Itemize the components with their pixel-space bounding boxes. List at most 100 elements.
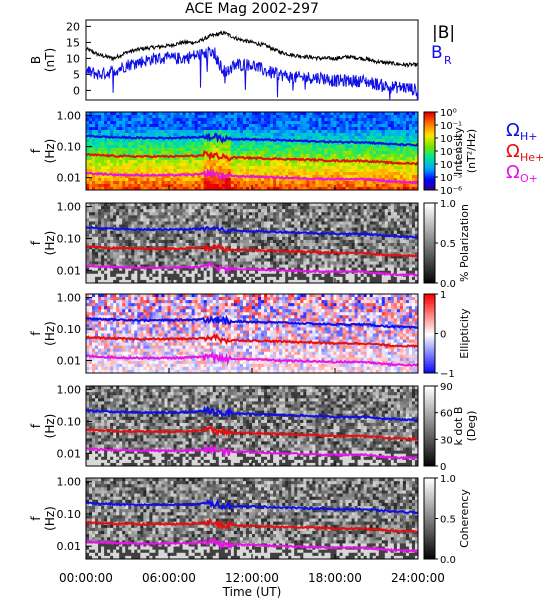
spectrogram-cell bbox=[209, 279, 214, 284]
spectrogram-cell bbox=[206, 115, 211, 119]
spectrogram-cell bbox=[89, 233, 93, 238]
spectrogram-cell bbox=[291, 255, 295, 259]
spectrogram-cell bbox=[158, 172, 162, 176]
spectrogram-cell bbox=[149, 239, 153, 244]
spectrogram-cell bbox=[131, 236, 135, 241]
spectrogram-cell bbox=[411, 151, 416, 155]
spectrogram-cell bbox=[128, 249, 132, 253]
spectrogram-cell bbox=[366, 118, 371, 122]
spectrogram-cell bbox=[333, 115, 337, 119]
spectrogram-cell bbox=[98, 118, 102, 122]
spectrogram-cell bbox=[125, 160, 129, 164]
spectrogram-cell bbox=[324, 181, 328, 185]
spectrogram-cell bbox=[318, 169, 322, 173]
spectrogram-cell bbox=[101, 160, 105, 164]
spectrogram-cell bbox=[399, 145, 404, 149]
spectrogram-cell bbox=[143, 172, 147, 176]
spectrogram-cell bbox=[273, 246, 277, 250]
series-line bbox=[85, 46, 419, 101]
spectrogram-cell bbox=[285, 178, 289, 182]
spectrogram-cell bbox=[345, 160, 349, 164]
spectrogram-cell bbox=[276, 221, 280, 225]
spectrogram-cell bbox=[164, 243, 168, 247]
spectrogram-cell bbox=[125, 261, 129, 265]
spectrogram-cell bbox=[86, 206, 90, 210]
spectrogram-cell bbox=[209, 209, 214, 213]
spectrogram-cell bbox=[101, 187, 105, 191]
spectrogram-cell bbox=[131, 221, 135, 225]
spectrogram-cell bbox=[297, 154, 301, 158]
spectrogram-cell bbox=[143, 252, 147, 256]
spectrogram-cell bbox=[173, 115, 177, 119]
spectrogram-cell bbox=[282, 112, 286, 116]
spectrogram-cell bbox=[164, 130, 168, 134]
spectrogram-cell bbox=[399, 157, 404, 161]
spectrogram-cell bbox=[98, 270, 102, 275]
spectrogram-cell bbox=[282, 279, 286, 284]
spectrogram-cell bbox=[155, 118, 159, 122]
spectrogram-cell bbox=[194, 224, 199, 229]
spectrogram-cell bbox=[179, 184, 183, 188]
spectrogram-cell bbox=[315, 184, 319, 188]
spectrogram-cell bbox=[264, 264, 268, 269]
spectrogram-cell bbox=[242, 218, 247, 222]
spectrogram-cell bbox=[146, 273, 150, 278]
spectrogram-cell bbox=[236, 252, 241, 256]
spectrogram-cell bbox=[107, 181, 111, 185]
spectrogram-cell bbox=[173, 142, 177, 146]
spectrogram-cell bbox=[402, 127, 407, 131]
spectrogram-cell bbox=[188, 249, 193, 253]
spectrogram-cell bbox=[104, 221, 108, 225]
spectrogram-cell bbox=[366, 148, 371, 152]
spectrogram-cell bbox=[128, 145, 132, 149]
spectrogram-cell bbox=[206, 145, 211, 149]
spectrogram-cell bbox=[327, 124, 331, 128]
spectrogram-cell bbox=[261, 145, 265, 149]
spectrogram-cell bbox=[125, 184, 129, 188]
spectrogram-cell bbox=[104, 163, 108, 167]
spectrogram-cell bbox=[357, 151, 362, 155]
spectrogram-cell bbox=[152, 279, 156, 284]
spectrogram-cell bbox=[309, 218, 313, 222]
spectrogram-cell bbox=[245, 206, 250, 210]
spectrogram-cell bbox=[188, 175, 193, 179]
spectrogram-cell bbox=[312, 221, 316, 225]
spectrogram-cell bbox=[255, 136, 259, 140]
spectrogram-cell bbox=[318, 215, 322, 219]
spectrogram-cell bbox=[227, 224, 232, 229]
spectrogram-cell bbox=[149, 151, 153, 155]
spectrogram-cell bbox=[218, 187, 223, 191]
spectrogram-cell bbox=[348, 133, 352, 137]
spectrogram-cell bbox=[134, 239, 138, 244]
spectrogram-cell bbox=[212, 127, 217, 131]
spectrogram-cell bbox=[285, 267, 289, 272]
spectrogram-cell bbox=[92, 279, 96, 284]
spectrogram-cell bbox=[89, 139, 93, 143]
spectrogram-cell bbox=[113, 178, 117, 182]
spectrogram-cell bbox=[110, 142, 114, 146]
spectrogram-cell bbox=[125, 124, 129, 128]
spectrogram-cell bbox=[248, 166, 253, 170]
spectrogram-cell bbox=[203, 169, 208, 173]
spectrogram-cell bbox=[255, 261, 259, 265]
spectrogram-cell bbox=[276, 206, 280, 210]
spectrogram-cell bbox=[98, 130, 102, 134]
spectrogram-cell bbox=[188, 224, 193, 229]
spectrogram-cell bbox=[264, 252, 268, 256]
spectrogram-cell bbox=[224, 255, 229, 259]
spectrogram-cell bbox=[248, 252, 253, 256]
spectrogram-cell bbox=[372, 172, 377, 176]
spectrogram-cell bbox=[92, 139, 96, 143]
spectrogram-cell bbox=[149, 261, 153, 265]
spectrogram-cell bbox=[191, 118, 196, 122]
spectrogram-cell bbox=[98, 230, 102, 235]
spectrogram-cell bbox=[116, 236, 120, 241]
spectrogram-cell bbox=[291, 142, 295, 146]
spectrogram-cell bbox=[378, 148, 383, 152]
spectrogram-cell bbox=[95, 218, 99, 222]
spectrogram-cell bbox=[134, 243, 138, 247]
spectrogram-cell bbox=[89, 273, 93, 278]
spectrogram-cell bbox=[245, 118, 250, 122]
spectrogram-cell bbox=[164, 230, 168, 235]
spectrogram-cell bbox=[309, 115, 313, 119]
